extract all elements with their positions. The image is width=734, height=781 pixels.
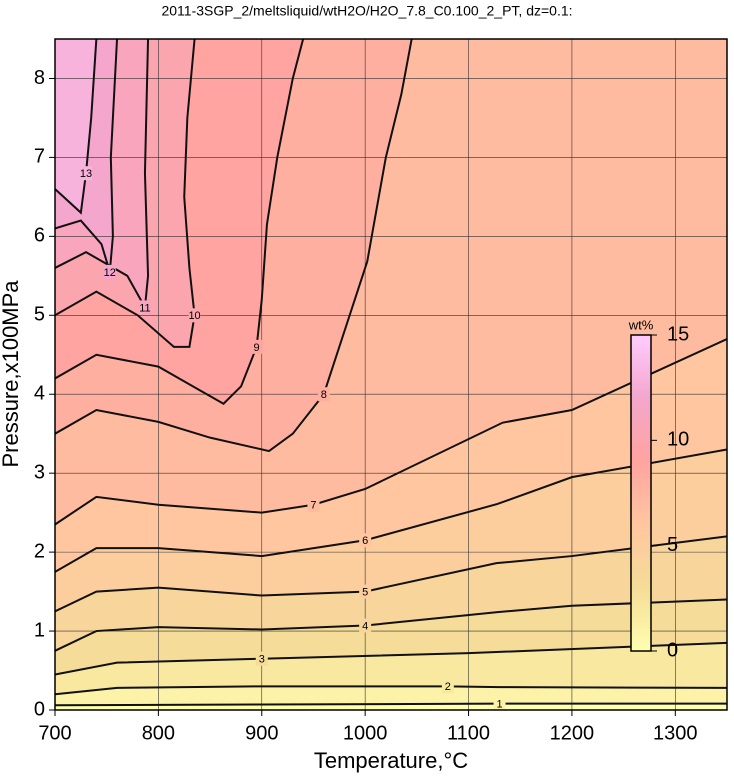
contour-label: 5 <box>362 586 368 598</box>
contour-label: 10 <box>188 310 200 322</box>
x-tick-label: 1200 <box>550 722 595 744</box>
contour-line <box>55 702 727 707</box>
y-axis-label: Pressure,x100MPa <box>0 280 23 468</box>
y-tick-label: 4 <box>34 383 45 405</box>
y-tick-label: 7 <box>34 146 45 168</box>
y-tick-label: 3 <box>34 461 45 483</box>
contour-label: 11 <box>139 302 150 314</box>
contour-label: 9 <box>254 342 260 354</box>
plot-frame <box>54 38 728 711</box>
y-tick-label: 6 <box>34 225 45 247</box>
contour-label: 8 <box>321 389 327 401</box>
contour-label-bg <box>255 651 268 666</box>
contour-label-bg <box>80 166 93 181</box>
contour-label: 2 <box>445 681 451 693</box>
x-tick-label: 700 <box>38 722 71 744</box>
colorbar-tick-label: 15 <box>667 323 689 345</box>
contour-label: 6 <box>362 535 368 547</box>
contour-label-bg <box>307 497 320 512</box>
contour-line <box>55 685 727 696</box>
x-tick-label: 1300 <box>653 722 698 744</box>
x-tick-label: 1000 <box>343 722 388 744</box>
y-tick-label: 1 <box>34 619 45 641</box>
y-tick-label: 8 <box>34 67 45 89</box>
contour-line <box>55 39 305 405</box>
contour-label-bg <box>359 618 372 633</box>
contour-label: 7 <box>310 500 316 512</box>
colorbar-tick-label: 0 <box>667 639 678 661</box>
contour-label: 1 <box>496 699 502 711</box>
contour-label-bg <box>441 679 454 694</box>
x-tick-label: 900 <box>245 722 278 744</box>
x-axis-label: Temperature,°C <box>314 748 468 773</box>
contour-label-bg <box>317 387 330 402</box>
x-tick-label: 1100 <box>447 722 490 744</box>
colorbar-tick-label: 5 <box>667 534 678 556</box>
contour-label-bg <box>493 696 506 710</box>
contour-label-bg <box>359 584 372 599</box>
contour-label-bg <box>103 264 116 279</box>
contour-label: 12 <box>104 267 116 279</box>
colorbar <box>630 334 652 652</box>
contour-label-bg <box>138 300 151 315</box>
x-tick-label: 800 <box>142 722 175 744</box>
colorbar-tick-label: 10 <box>667 429 689 451</box>
contour-label-bg <box>188 308 201 323</box>
contour-label-bg <box>250 339 263 354</box>
contour-line <box>55 448 727 573</box>
contour-label: 4 <box>362 620 368 632</box>
contour-label: 13 <box>80 168 92 180</box>
overlay: 700 800 900 1000 1100 1200 1300012345678wt%051… <box>34 67 698 745</box>
y-tick-label: 5 <box>34 304 45 326</box>
colorbar-label: wt% <box>628 317 654 332</box>
contour-label: 3 <box>259 654 265 666</box>
contour-line <box>55 39 196 348</box>
chart-title: 2011-3SGP_2/meltsliquid/wtH2O/H2O_7.8_C0… <box>161 3 572 19</box>
contour-line <box>55 39 413 453</box>
y-tick-label: 2 <box>34 540 45 562</box>
contour-line <box>55 535 727 613</box>
contour-line <box>55 598 727 652</box>
contour-label-bg <box>359 533 372 548</box>
y-tick-label: 0 <box>34 698 45 720</box>
